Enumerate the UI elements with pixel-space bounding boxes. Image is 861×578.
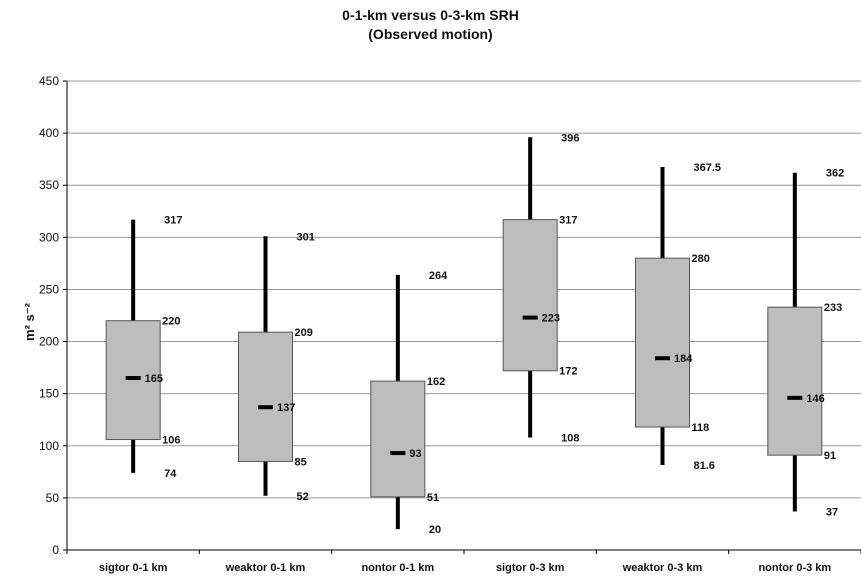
value-label-q1: 172 [559, 366, 577, 378]
y-tick-label: 350 [39, 178, 59, 192]
value-label-q3: 280 [692, 253, 710, 265]
value-label-median: 93 [409, 448, 421, 460]
gridlines [67, 80, 861, 499]
category-label: sigtor 0-3 km [496, 562, 565, 574]
chart-title-line: 0-1-km versus 0-3-km SRH [342, 7, 519, 23]
y-tick-label: 100 [39, 439, 59, 453]
y-tick-label: 250 [39, 282, 59, 296]
value-label-low: 108 [561, 432, 579, 444]
value-label-median: 165 [145, 373, 163, 385]
value-label-high: 396 [561, 132, 579, 144]
value-label-q1: 106 [162, 435, 180, 447]
iqr-box [105, 320, 161, 441]
value-label-median: 137 [277, 402, 295, 414]
value-label-low: 74 [164, 468, 177, 480]
value-label-low: 81.6 [694, 460, 715, 472]
iqr-box [767, 306, 823, 456]
category-label: nontor 0-3 km [758, 562, 831, 574]
axes: 0 50 100 150 200 250 300 350 400 450 sigtor 0-1 km… [39, 74, 861, 574]
iqr-box [635, 257, 690, 428]
value-label-low: 20 [429, 524, 441, 536]
value-label-q3: 162 [427, 376, 445, 388]
y-tick-label: 0 [52, 543, 59, 557]
chart-title: 0-1-km versus 0-3-km SRH (Observed motio… [0, 6, 861, 44]
y-tick-label: 400 [39, 126, 59, 140]
value-label-median: 184 [674, 353, 693, 365]
category-label: nontor 0-1 km [361, 562, 434, 574]
value-label-q1: 85 [295, 456, 307, 468]
y-tick-label: 150 [39, 387, 59, 401]
value-label-high: 301 [297, 231, 315, 243]
y-tick-label: 50 [46, 491, 60, 505]
value-label-q3: 220 [162, 316, 180, 328]
value-label-high: 264 [429, 270, 448, 282]
value-label-median: 146 [806, 393, 824, 405]
chart-subtitle: (Observed motion) [368, 26, 493, 42]
y-axis-label: m² s⁻² [22, 302, 37, 341]
value-label-q1: 91 [824, 450, 836, 462]
value-label-q1: 118 [692, 422, 710, 434]
value-label-q3: 317 [559, 215, 577, 227]
iqr-box [238, 331, 293, 462]
value-label-low: 37 [826, 506, 838, 518]
value-label-q3: 209 [295, 327, 313, 339]
y-tick-label: 200 [39, 335, 59, 349]
y-tick-label: 300 [39, 230, 59, 244]
value-label-q3: 233 [824, 302, 842, 314]
y-tick-label: 450 [39, 74, 59, 88]
value-label-high: 317 [164, 215, 182, 227]
iqr-box [502, 219, 558, 372]
category-label: sigtor 0-1 km [99, 562, 168, 574]
boxes [105, 137, 823, 530]
category-label: weaktor 0-3 km [622, 562, 703, 574]
value-label-high: 362 [826, 168, 844, 180]
value-label-median: 223 [542, 313, 560, 325]
data-labels: 317 220 165 106 74 301 209 137 85 52 264 162 93 51 20 3… [145, 132, 845, 536]
category-label: weaktor 0-1 km [225, 562, 306, 574]
value-label-high: 367.5 [694, 162, 722, 174]
iqr-box [370, 380, 426, 498]
value-label-low: 52 [297, 491, 309, 503]
value-label-q1: 51 [427, 492, 439, 504]
